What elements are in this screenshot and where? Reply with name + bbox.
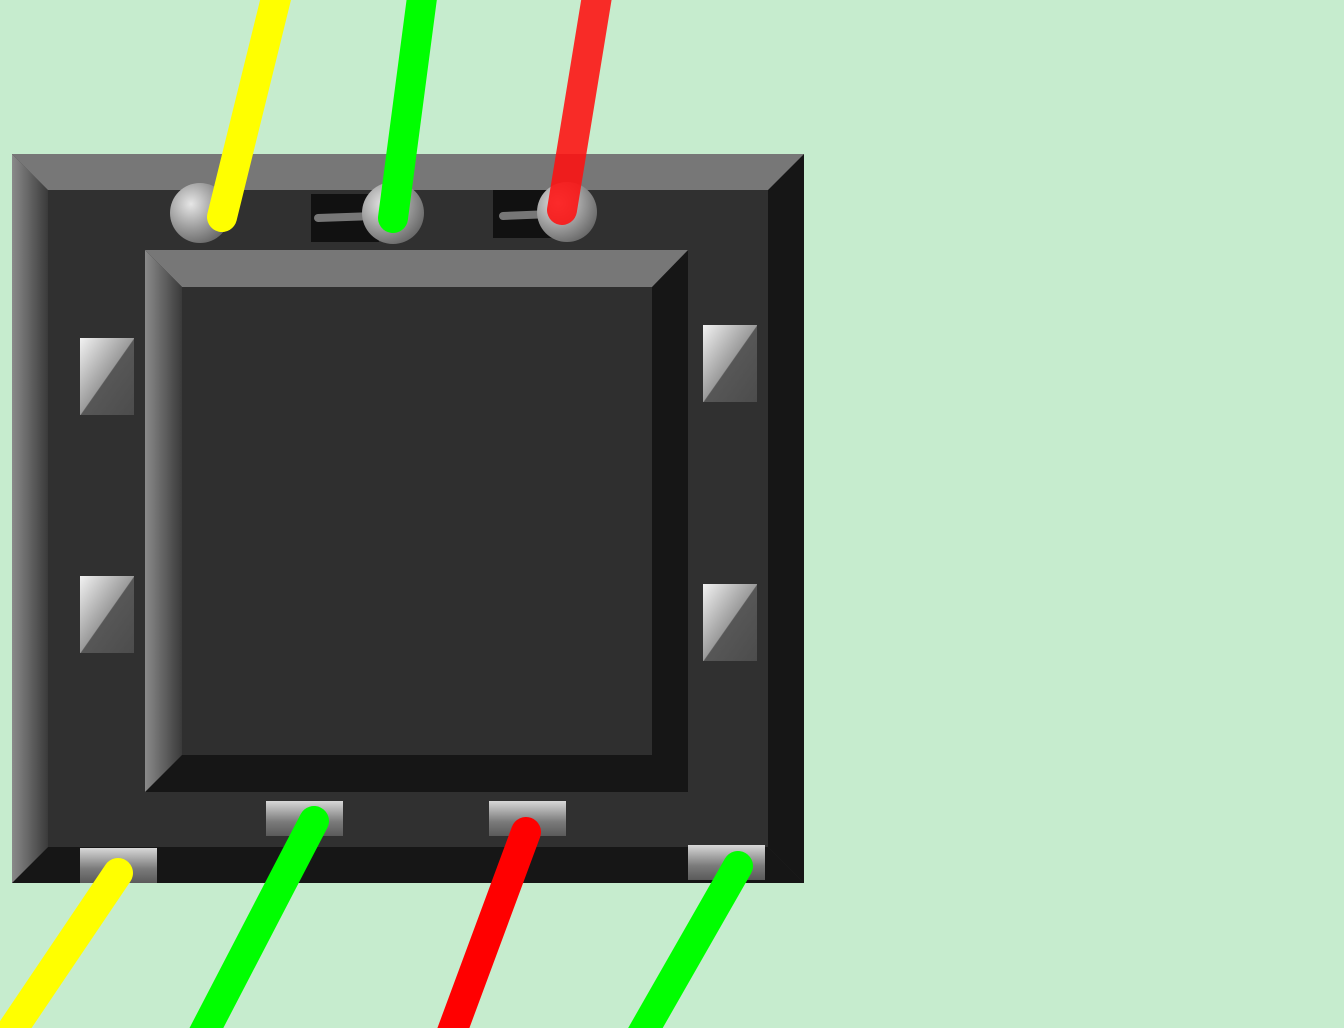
inner-panel (145, 250, 688, 792)
green-wire[interactable] (378, 0, 437, 233)
housing-right-bevel (768, 154, 804, 883)
green-wire[interactable] (189, 806, 329, 1028)
red-wire[interactable] (437, 817, 541, 1028)
green-wire[interactable] (628, 851, 753, 1028)
inner-panel-top-bevel (145, 250, 688, 287)
inner-panel-face (182, 287, 652, 755)
red-wire[interactable] (547, 0, 612, 225)
mounting-pad (80, 576, 134, 653)
yellow-wire[interactable] (0, 858, 133, 1028)
wires (0, 0, 753, 1028)
mounting-pad (703, 584, 757, 661)
mounting-pad (703, 325, 757, 402)
housing-bottom-bevel (12, 847, 804, 883)
mounting-pad (80, 338, 134, 415)
yellow-wire[interactable] (207, 0, 291, 232)
inner-panel-left-bevel (145, 250, 182, 792)
mounting-pads (80, 325, 757, 661)
housing-left-bevel (12, 154, 48, 883)
